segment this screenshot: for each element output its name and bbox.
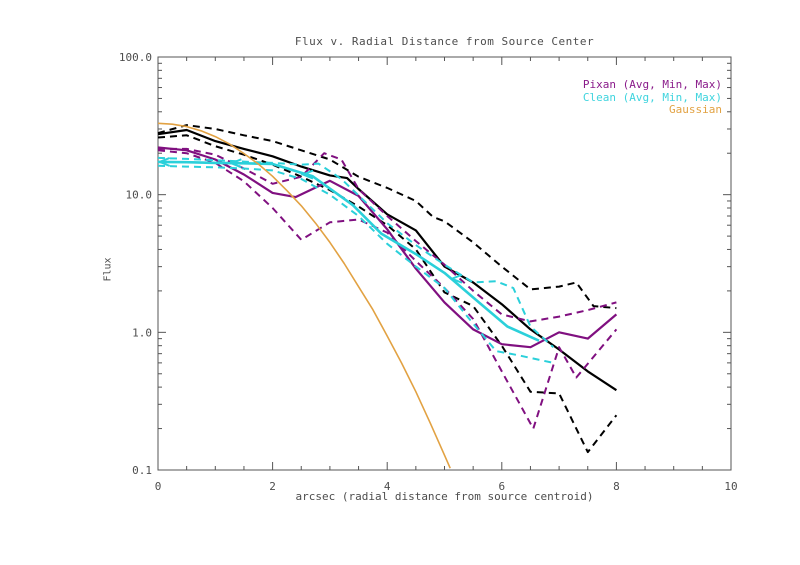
y-axis-title-text: Flux [102, 257, 114, 282]
series-data-avg [157, 128, 618, 392]
y-tick-label: 100.0 [119, 51, 152, 64]
left-arrow-icon [300, 169, 314, 180]
x-tick-label: 6 [498, 480, 505, 493]
y-axis-ticks [158, 56, 731, 471]
x-axis-title: arcsec (radial distance from source cent… [295, 490, 594, 503]
series-pixan-min [157, 149, 618, 430]
x-axis-ticks [157, 57, 732, 470]
legend-pixan: Pixan (Avg, Min, Max) [582, 78, 722, 91]
series-data-min [157, 134, 618, 454]
x-tick-label: 4 [384, 480, 391, 493]
plot-title: Flux v. Radial Distance from Source Cent… [294, 35, 595, 48]
legend-clean: Clean (Avg, Min, Max) [582, 90, 722, 104]
series-pixan-max [158, 147, 617, 323]
x-tick-label: 8 [613, 480, 620, 493]
left-arrow-icon [449, 273, 463, 284]
left-arrow-icon [228, 158, 242, 169]
series-clean-min [157, 164, 554, 364]
y-tick-label: 0.1 [132, 464, 152, 477]
y-tick-label: 1.0 [132, 326, 152, 339]
y-axis-tick-labels: 100.0 10.0 1.0 0.1 [119, 51, 152, 477]
legend-gaussian: Gaussian [669, 103, 722, 116]
y-tick-label: 10.0 [126, 189, 153, 202]
series-gaussian [157, 122, 451, 469]
x-tick-label: 2 [269, 480, 276, 493]
x-axis-tick-labels: 0 2 4 6 8 10 [155, 480, 738, 493]
series-pixan-avg [157, 146, 618, 349]
series-data-max [157, 124, 617, 310]
clean-avg-arrow-markers [157, 156, 463, 284]
x-tick-label: 0 [155, 480, 162, 493]
series-clean-avg [157, 160, 540, 342]
x-tick-label: 10 [724, 480, 737, 493]
legend: Pixan (Avg, Min, Max) Clean (Avg, Min, Ma… [582, 78, 722, 117]
left-arrow-icon [157, 156, 171, 167]
